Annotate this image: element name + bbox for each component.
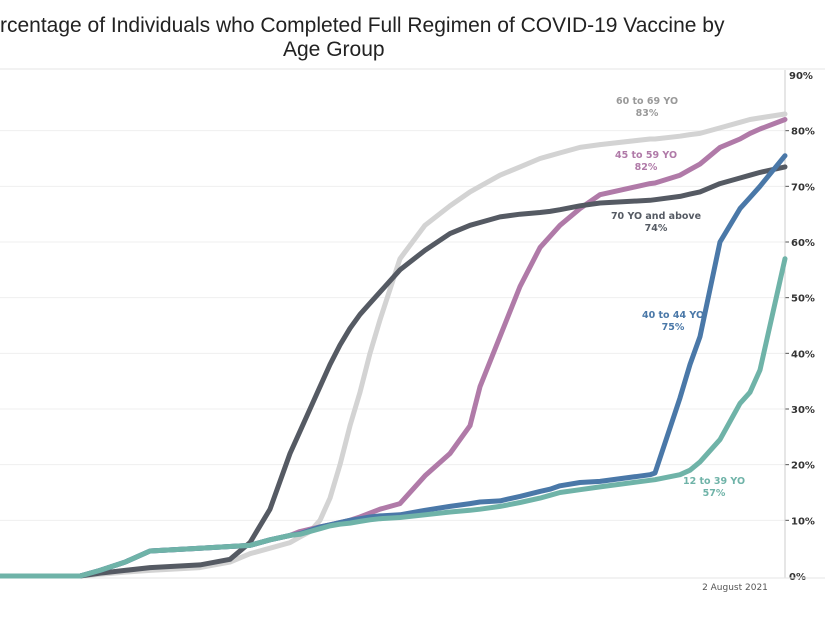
series-line-12-to-39-yo: [0, 256, 788, 579]
series-line-60-to-69-yo: [0, 111, 788, 579]
series-end-value: 75%: [662, 322, 685, 333]
series-label: 40 to 44 YO: [642, 310, 704, 321]
series-label: 60 to 69 YO: [616, 96, 678, 107]
x-end-label: 2 August 2021: [702, 583, 768, 593]
y-tick-label: 20%: [791, 461, 815, 472]
series-line-45-to-59-yo: [0, 117, 788, 579]
series-end-value: 74%: [645, 223, 668, 234]
y-tick-label: 50%: [791, 294, 815, 305]
series-end-value: 82%: [635, 162, 658, 173]
series-label: 12 to 39 YO: [683, 476, 745, 487]
series-label: 45 to 59 YO: [615, 150, 677, 161]
y-tick-label: 40%: [791, 349, 815, 360]
y-tick-label: 30%: [791, 405, 815, 416]
series-end-value: 57%: [703, 488, 726, 499]
series-end-value: 83%: [636, 108, 659, 119]
chart-title-line2: Age Group: [283, 38, 385, 61]
y-tick-label: 90%: [789, 71, 813, 82]
series-label: 70 YO and above: [611, 211, 701, 222]
y-tick-label: 60%: [791, 238, 815, 249]
chart-title-line1: rcentage of Individuals who Completed Fu…: [0, 14, 725, 37]
y-tick-label: 10%: [791, 516, 815, 527]
y-tick-label: 70%: [791, 182, 815, 193]
y-tick-label: 80%: [791, 127, 815, 138]
